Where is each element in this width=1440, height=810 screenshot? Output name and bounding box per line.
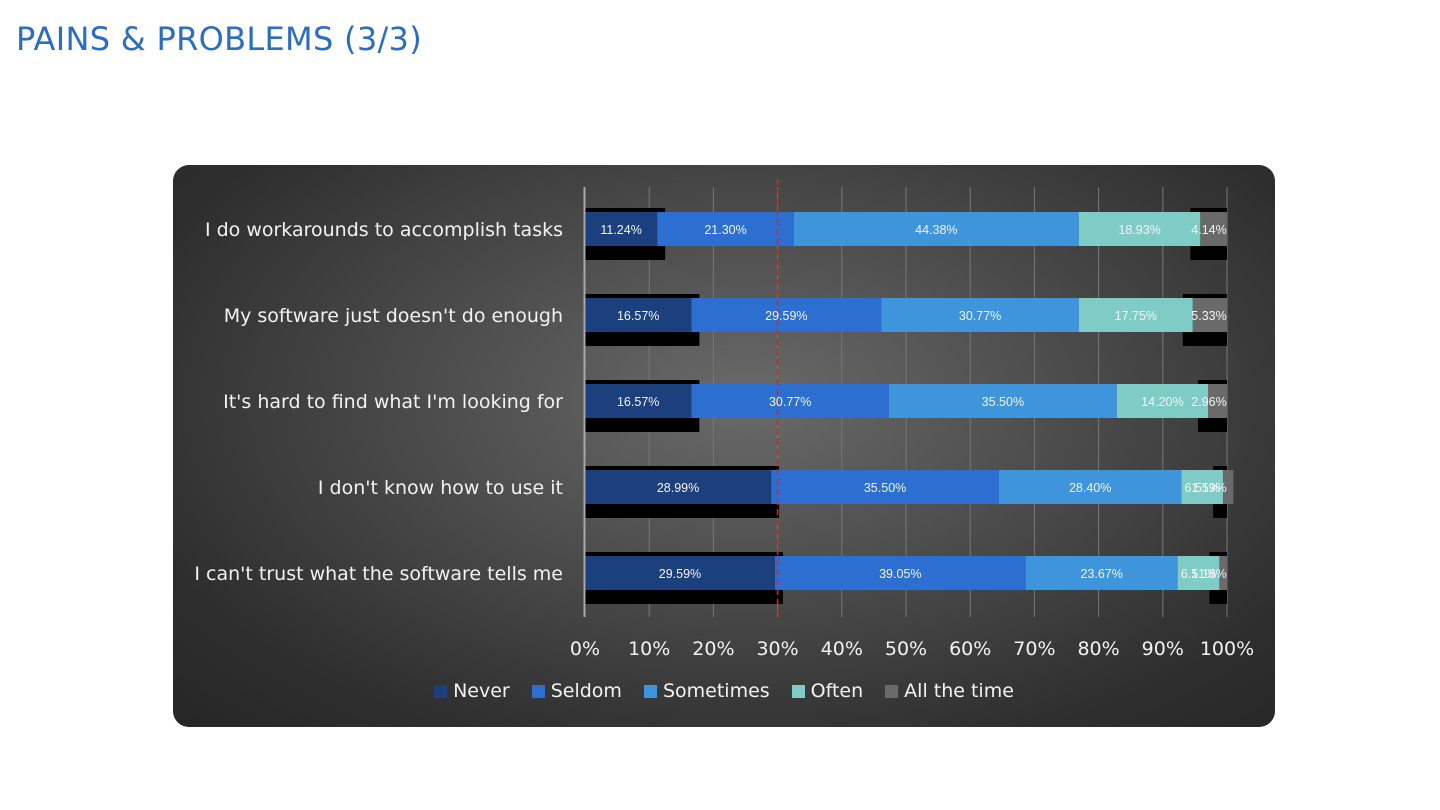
x-tick-label: 10%: [628, 638, 670, 660]
x-tick-label: 100%: [1200, 638, 1254, 660]
data-label: 23.67%: [1080, 567, 1122, 581]
bar-segment-sometimes: [793, 212, 1079, 246]
x-tick-label: 0%: [570, 638, 600, 660]
category-label: It's hard to find what I'm looking for: [223, 391, 563, 413]
x-tick-label: 70%: [1013, 638, 1055, 660]
stacked-bar-chart: 0% 10% 20% 30% 40% 50% 60% 70% 80% 90% 100% I do wo…: [194, 179, 1254, 660]
bar-segment-seldom: [774, 556, 1026, 590]
chart-panel: 0% 10% 20% 30% 40% 50% 60% 70% 80% 90% 100% I do wo…: [173, 165, 1275, 727]
legend-label: Never: [453, 680, 510, 702]
x-tick-label: 50%: [885, 638, 927, 660]
data-label: 44.38%: [915, 223, 957, 237]
bar-segment-seldom: [657, 212, 794, 246]
bar-segment-often: [1177, 556, 1220, 590]
legend-swatch: [643, 684, 657, 698]
x-tick-label: 20%: [692, 638, 734, 660]
bar-segment-all-the-time: [1223, 470, 1234, 504]
data-label: 29.59%: [659, 567, 701, 581]
bar-segment-all-the-time: [1200, 212, 1227, 246]
legend-item: Seldom: [531, 680, 622, 702]
data-label: 16.57%: [617, 395, 659, 409]
bar-segment-seldom: [691, 384, 889, 418]
data-label: 28.99%: [657, 481, 699, 495]
x-tick-label: 30%: [756, 638, 798, 660]
data-label: 16.57%: [617, 309, 659, 323]
x-tick-label: 60%: [949, 638, 991, 660]
legend-label: Seldom: [550, 680, 622, 702]
bar-segment-sometimes: [888, 384, 1117, 418]
category-label: I do workarounds to accomplish tasks: [205, 219, 563, 241]
bar-segment-never: [585, 298, 692, 332]
legend-swatch: [531, 684, 545, 698]
bar-segment-never: [585, 384, 692, 418]
page-title: PAINS & PROBLEMS (3/3): [16, 20, 423, 58]
data-label: 14.20%: [1141, 395, 1183, 409]
legend-label: Sometimes: [662, 680, 770, 702]
data-label: 5.33%: [1191, 309, 1226, 323]
data-label: 30.77%: [959, 309, 1001, 323]
chart-legend: Never Seldom Sometimes Often All the time: [173, 680, 1275, 702]
data-label: 21.30%: [704, 223, 746, 237]
data-label: 18.93%: [1118, 223, 1160, 237]
data-label: 35.50%: [864, 481, 906, 495]
bar-segment-often: [1116, 384, 1208, 418]
data-label: 1.18%: [1191, 567, 1226, 581]
legend-item: Sometimes: [643, 680, 770, 702]
bar-segment-all-the-time: [1219, 556, 1227, 590]
bar-segment-seldom: [691, 298, 882, 332]
data-label: 28.40%: [1069, 481, 1111, 495]
data-label: 30.77%: [769, 395, 811, 409]
bar-segment-seldom: [771, 470, 1000, 504]
label-layer: 0% 10% 20% 30% 40% 50% 60% 70% 80% 90% 100% I do wo…: [194, 219, 1254, 660]
data-label: 2.96%: [1191, 395, 1226, 409]
legend-item: Often: [791, 680, 864, 702]
data-label: 6.51%: [1185, 481, 1220, 495]
data-label: 35.50%: [982, 395, 1024, 409]
bar-segment-often: [1078, 212, 1201, 246]
bar-segment-sometimes: [1025, 556, 1178, 590]
data-label: 6.51%: [1181, 567, 1216, 581]
data-label: 1.59%: [1191, 481, 1226, 495]
category-label: I don't know how to use it: [318, 477, 563, 499]
bar-segment-never: [585, 556, 775, 590]
bar-segment-all-the-time: [1192, 298, 1228, 332]
legend-item: All the time: [885, 680, 1014, 702]
x-tick-label: 40%: [821, 638, 863, 660]
data-label: 17.75%: [1115, 309, 1157, 323]
bar-segment-all-the-time: [1207, 384, 1227, 418]
x-tick-label: 90%: [1142, 638, 1184, 660]
bar-segment-never: [585, 212, 658, 246]
data-label: 39.05%: [879, 567, 921, 581]
legend-label: Often: [810, 680, 864, 702]
category-label: I can't trust what the software tells me: [194, 563, 563, 585]
legend-label: All the time: [904, 680, 1014, 702]
x-tick-label: 80%: [1077, 638, 1119, 660]
data-label: 11.24%: [600, 223, 641, 237]
legend-swatch: [434, 684, 448, 698]
legend-swatch: [885, 684, 899, 698]
bar-segment-sometimes: [881, 298, 1079, 332]
bar-segment-often: [1078, 298, 1193, 332]
bar-layer: [585, 212, 1234, 590]
bar-segment-sometimes: [999, 470, 1182, 504]
data-label: 4.14%: [1191, 223, 1226, 237]
legend-swatch: [791, 684, 805, 698]
legend-item: Never: [434, 680, 510, 702]
category-label: My software just doesn't do enough: [224, 305, 563, 327]
bar-segment-never: [585, 470, 772, 504]
data-label: 29.59%: [765, 309, 807, 323]
bar-segment-often: [1181, 470, 1224, 504]
